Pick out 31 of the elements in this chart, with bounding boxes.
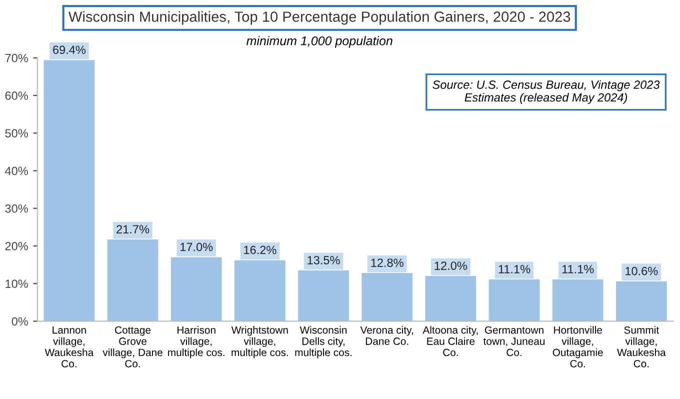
- x-tick-label: Cottage Grove village, Dane Co.: [102, 326, 162, 368]
- x-tick-label: Altoona city, Eau Claire Co.: [422, 326, 478, 356]
- data-label: 10.6%: [626, 266, 658, 276]
- y-tick-label: 0%: [12, 317, 28, 326]
- chart-title: Wisconsin Municipalities, Top 10 Percentage Population Gainers, 2020 - 2023: [68, 11, 570, 25]
- data-label: 11.1%: [562, 265, 594, 274]
- annotation: Source: U.S. Census Bureau, Vintage 2023 Estimates (released May 2024): [432, 80, 660, 104]
- data-label: 21.7%: [116, 225, 150, 234]
- x-tick-label: Hortonville village, Outagamie Co.: [552, 326, 603, 368]
- data-label: 11.1%: [498, 265, 530, 274]
- data-label: 69.4%: [53, 46, 86, 54]
- data-label: 13.5%: [308, 256, 340, 264]
- data-label: 16.2%: [244, 246, 276, 254]
- x-tick-label: Verona city, Dane Co.: [360, 326, 413, 345]
- y-tick-label: 30%: [5, 204, 28, 213]
- data-label: 12.0%: [434, 262, 467, 270]
- x-tick-label: Harrison village, multiple cos.: [168, 326, 224, 358]
- data-label: 12.8%: [371, 258, 404, 267]
- x-tick-label: Summit village, Waukesha Co.: [617, 326, 666, 368]
- x-tick-label: Wrightstown village, multiple cos.: [231, 326, 288, 358]
- y-tick-label: 40%: [5, 166, 28, 176]
- y-tick-label: 60%: [5, 92, 28, 100]
- chart-subtitle: minimum 1,000 population: [246, 36, 392, 48]
- x-tick-label: Germantown town, Juneau Co.: [483, 326, 545, 356]
- y-tick-label: 20%: [5, 242, 28, 250]
- data-label: 17.0%: [180, 242, 213, 252]
- y-tick-label: 10%: [6, 280, 28, 288]
- x-tick-label: Wisconsin Dells city, multiple cos.: [295, 326, 352, 358]
- x-tick-label: Lannon village, Waukesha Co.: [44, 326, 94, 368]
- y-tick-label: 50%: [5, 129, 28, 138]
- y-tick-label: 70%: [5, 54, 28, 62]
